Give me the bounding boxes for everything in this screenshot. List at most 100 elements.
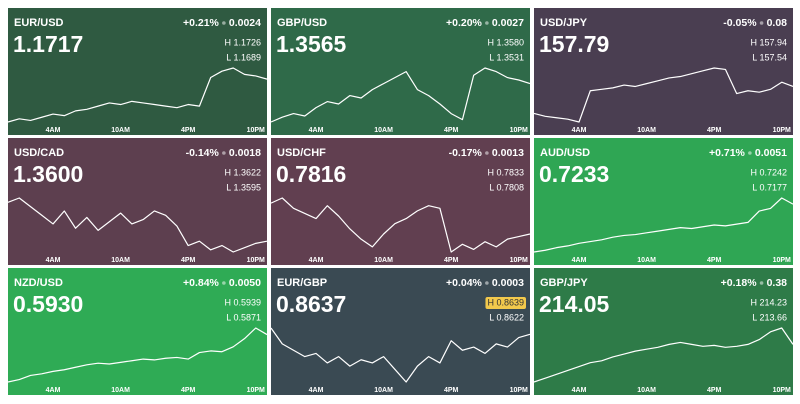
price-line <box>533 327 794 383</box>
low: L 0.5871 <box>226 312 261 322</box>
high: H 0.8639 <box>487 297 524 307</box>
price: 0.8637 <box>276 291 346 317</box>
pair-title: USD/CAD <box>14 147 64 159</box>
pair-title: GBP/USD <box>277 17 327 29</box>
high: H 1.1726 <box>224 37 261 47</box>
high: H 1.3622 <box>224 167 261 177</box>
pair-title: USD/JPY <box>540 17 588 29</box>
change: 0.0050 <box>229 277 261 289</box>
tile: AUD/USD 0.7233 0.0051 +0.71% H 0.7242 L 0.717… <box>533 138 794 265</box>
x-tick-label: 10PM <box>247 387 265 394</box>
change: 0.0027 <box>492 17 524 29</box>
tile: USD/CHF 0.7816 0.0013 -0.17% H 0.7833 L 0.780… <box>270 138 531 265</box>
tile-background <box>534 8 793 135</box>
tile-background <box>8 8 267 135</box>
separator <box>759 281 764 285</box>
change-percent: +0.21% <box>183 17 220 29</box>
high: H 0.5939 <box>224 297 261 307</box>
price-line <box>7 67 268 123</box>
separator <box>222 21 226 25</box>
x-tick-label: 10PM <box>247 257 265 264</box>
x-tick-label: 10PM <box>773 387 791 394</box>
x-tick-label: 10AM <box>374 257 393 264</box>
price-line <box>270 327 531 383</box>
separator <box>485 151 489 155</box>
x-tick-label: 10AM <box>637 127 656 134</box>
separator <box>222 151 226 155</box>
x-tick-label: 10AM <box>111 127 130 134</box>
x-tick-label: 4PM <box>707 127 722 134</box>
x-tick-label: 4AM <box>46 387 61 394</box>
tile: EUR/GBP 0.8637 0.0003 +0.04% H 0.8639 L 0.862… <box>270 268 531 395</box>
change: 0.0013 <box>492 147 524 159</box>
low: L 0.7177 <box>752 182 787 192</box>
x-tick-label: 10AM <box>111 387 130 394</box>
price: 1.3565 <box>276 31 347 57</box>
price: 214.05 <box>539 291 610 317</box>
change: 0.0003 <box>492 277 524 289</box>
x-tick-label: 4AM <box>309 127 324 134</box>
price-line <box>533 197 794 253</box>
x-tick-label: 4AM <box>572 127 587 134</box>
tile-background <box>271 138 530 265</box>
tile: NZD/USD 0.5930 0.0050 +0.84% H 0.5939 L 0.587… <box>7 268 268 395</box>
tile-background <box>271 8 530 135</box>
separator <box>485 21 489 25</box>
highlight-badge <box>485 297 526 309</box>
change-percent: +0.84% <box>183 277 220 289</box>
pair-title: NZD/USD <box>14 277 63 289</box>
low: L 1.3595 <box>226 182 261 192</box>
tile: GBP/USD 1.3565 0.0027 +0.20% H 1.3580 L 1.353… <box>270 8 531 135</box>
x-tick-label: 4PM <box>181 127 196 134</box>
x-tick-label: 10AM <box>374 127 393 134</box>
x-tick-label: 10PM <box>510 387 528 394</box>
x-tick-label: 4AM <box>572 257 587 264</box>
x-tick-label: 4PM <box>444 127 459 134</box>
change: 0.0018 <box>229 147 261 159</box>
tile: USD/CAD 1.3600 0.0018 -0.14% H 1.3622 L 1.359… <box>7 138 268 265</box>
x-tick-label: 10AM <box>374 387 393 394</box>
tile: EUR/USD 1.1717 0.0024 +0.21% H 1.1726 L 1.168… <box>7 8 268 135</box>
price: 0.7233 <box>539 161 609 187</box>
price: 0.7816 <box>276 161 346 187</box>
tile: USD/JPY 157.79 0.08 -0.05% H 157.94 L 157.54 4… <box>533 8 794 135</box>
change-percent: +0.71% <box>709 147 746 159</box>
separator <box>748 151 752 155</box>
separator <box>485 281 489 285</box>
change-percent: -0.14% <box>186 147 220 159</box>
pair-title: AUD/USD <box>540 147 590 159</box>
x-tick-label: 4PM <box>707 257 722 264</box>
tile-background <box>534 268 793 395</box>
x-tick-label: 4PM <box>181 387 196 394</box>
tile-background <box>8 138 267 265</box>
x-tick-label: 4AM <box>46 257 61 264</box>
x-tick-label: 4AM <box>309 387 324 394</box>
change: 0.0051 <box>755 147 787 159</box>
pair-title: GBP/JPY <box>540 277 588 289</box>
price-line <box>270 197 531 253</box>
tile-background <box>8 268 267 395</box>
change: 0.0024 <box>229 17 261 29</box>
x-tick-label: 10PM <box>773 257 791 264</box>
x-tick-label: 4AM <box>309 257 324 264</box>
x-tick-label: 4PM <box>444 257 459 264</box>
low: L 1.1689 <box>226 52 261 62</box>
high: H 214.23 <box>750 297 787 307</box>
low: L 0.8622 <box>489 312 524 322</box>
high: H 0.7242 <box>750 167 787 177</box>
low: L 1.3531 <box>489 52 524 62</box>
tile-background <box>271 268 530 395</box>
x-tick-label: 4PM <box>181 257 196 264</box>
change-percent: +0.18% <box>721 277 758 289</box>
x-tick-label: 4PM <box>707 387 722 394</box>
pair-title: EUR/USD <box>14 17 64 29</box>
change-percent: -0.05% <box>723 17 757 29</box>
x-tick-label: 10AM <box>637 387 656 394</box>
low: L 213.66 <box>752 312 787 322</box>
price: 157.79 <box>539 31 609 57</box>
low: L 157.54 <box>752 52 787 62</box>
separator <box>222 281 226 285</box>
x-tick-label: 10PM <box>247 127 265 134</box>
price: 1.3600 <box>13 161 83 187</box>
